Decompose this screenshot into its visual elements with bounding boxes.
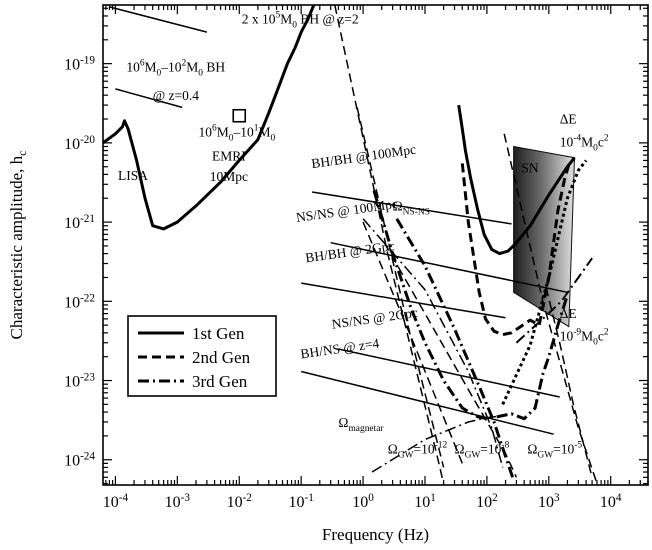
annotation-lbl_bhbh_2g: BH/BH @ 2Gpc (304, 238, 395, 265)
annotation-lbl_emri: EMRI (212, 148, 246, 163)
legend-label: 3rd Gen (192, 372, 248, 391)
x-tick-label: 10-3 (165, 492, 191, 511)
series-dash_far_3 (362, 221, 463, 464)
x-tick-label: 10-2 (227, 492, 252, 511)
y-axis-label: Characteristic amplitude, hc (7, 151, 29, 340)
series-smbh_z2 (109, 6, 208, 33)
marker-emri_box (232, 108, 247, 123)
x-tick-label: 10-4 (103, 492, 129, 511)
series-dash_far_2 (356, 107, 445, 468)
series-lisa (103, 5, 316, 231)
series-bhbh_2gpc (301, 282, 506, 319)
x-tick-label: 104 (600, 492, 622, 511)
series-omega_gw_1e-12 (371, 414, 506, 473)
annotation-lbl_smbh_range: 106M0–102M0 BH (126, 58, 225, 78)
series-bhbh_100mpc (311, 191, 512, 225)
y-tick-label: 10-22 (64, 292, 95, 311)
annotation-lbl_bhbh_100: BH/BH @ 100Mpc (310, 142, 417, 172)
x-tick-label: 10-1 (288, 492, 313, 511)
axes: 10-4 10-3 10-2 10-1 100 101 102 103 104 10-19 10-2… (7, 4, 649, 544)
annotation-lbl_omega_5: ΩGW=10-5 (527, 440, 582, 460)
x-axis-label: Frequency (Hz) (322, 525, 429, 544)
series-ligo2 (460, 159, 572, 337)
annotation-lbl_omega_8: ΩGW=10-8 (455, 440, 510, 460)
plot-area: 2 x 105M0 BH @ z=2 106M0–102M0 BH @ z=0.4 1… (103, 5, 609, 484)
series-smbh_z04 (115, 88, 183, 109)
series-omega_magnetar (362, 218, 504, 468)
annotation-lbl_smbh_z2: 2 x 105M0 BH @ z=2 (242, 11, 359, 31)
legend: 1st Gen 2nd Gen 3rd Gen (127, 315, 277, 397)
series-bhns_z4 (301, 370, 554, 435)
annotation-lbl_lisa: LISA (118, 168, 148, 183)
annotation-lbl_omega_mag: Ωmagnetar (338, 415, 384, 434)
x-tick-label: 101 (414, 492, 436, 511)
y-tick-label: 10-21 (64, 213, 95, 232)
series-omega_nsns (395, 218, 515, 478)
series-delta_e_1e-9_dash (545, 287, 593, 478)
series-dash_far_1 (334, 5, 445, 484)
y-tick-label: 10-24 (64, 451, 95, 470)
annotation-lbl_smbh_z04: @ z=0.4 (153, 88, 200, 103)
annotation-lbl_de4_top: ΔE (560, 112, 577, 127)
annotation-lbl_de4_bot: 10-4M0c2 (560, 133, 609, 153)
annotation-lbl_emri_mass: 106M0–101M0 (199, 124, 276, 144)
series-ligo1 (457, 104, 576, 256)
annotation-lbl_de9_bot: 10-9M0c2 (560, 328, 609, 348)
annotation-lbl_emri_dist: 10Mpc (210, 169, 248, 184)
annotation-lbl_omega_nsns: ΩNS-NS (393, 199, 430, 218)
series-dash_right (503, 133, 598, 484)
annotation-lbl_omega_12: ΩGW=10-12 (388, 440, 448, 460)
y-tick-label: 10-19 (64, 55, 95, 74)
annotation-lbl_bhns_z4: BH/NS @ z=4 (299, 335, 380, 361)
annotation-lbl_de9_top: ΔE (560, 306, 577, 321)
annotation-lbl_sn: SN (521, 161, 539, 176)
legend-label: 1st Gen (192, 324, 245, 343)
plot-frame (102, 4, 649, 486)
legend-label: 2nd Gen (192, 348, 251, 367)
series-nsns_2gpc (338, 348, 560, 398)
y-tick-label: 10-20 (64, 134, 95, 153)
x-tick-label: 102 (476, 492, 498, 511)
series-delta_e_1e-4 (501, 159, 588, 406)
series-delta_e_1e-9 (515, 257, 593, 344)
y-tick-label: 10-23 (64, 372, 95, 391)
x-tick-label: 103 (538, 492, 560, 511)
plot-clip-group (103, 5, 598, 484)
series-nsns_100mpc (330, 241, 568, 294)
x-tick-label: 100 (352, 492, 374, 511)
